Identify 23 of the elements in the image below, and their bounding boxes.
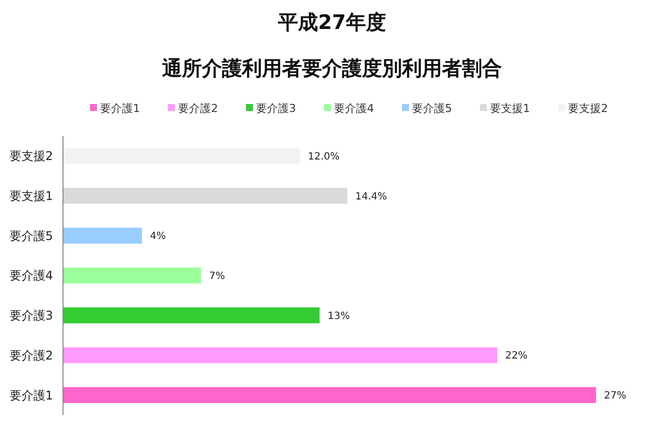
legend-label: 要支援1: [490, 102, 530, 115]
legend-label: 要介護4: [334, 102, 374, 115]
data-label: 7%: [209, 271, 226, 282]
y-tick-label: 要介護3: [9, 308, 53, 323]
y-tick-label: 要介護5: [9, 228, 53, 243]
y-tick-label: 要支援2: [9, 149, 53, 164]
data-label: 13%: [328, 310, 350, 322]
data-label: 14.4%: [355, 191, 388, 202]
legend-label: 要介護3: [256, 102, 296, 115]
legend-label: 要介護1: [100, 102, 140, 115]
chart-subtitle: 通所介護利用者要介護度別利用者割合: [161, 56, 502, 80]
chart-title: 平成27年度: [277, 10, 386, 34]
legend-label: 要支援2: [568, 102, 608, 115]
data-label: 12.0%: [308, 151, 340, 162]
data-label: 22%: [505, 350, 528, 362]
data-label: 27%: [604, 390, 626, 402]
y-tick-label: 要介護1: [9, 388, 53, 402]
legend-label: 要介護5: [412, 102, 452, 115]
data-label: 4%: [150, 231, 166, 242]
legend-label: 要介護2: [178, 102, 218, 115]
y-tick-label: 要支援1: [9, 188, 53, 203]
y-tick-label: 要介護2: [9, 348, 53, 362]
y-tick-label: 要介護4: [9, 268, 53, 283]
